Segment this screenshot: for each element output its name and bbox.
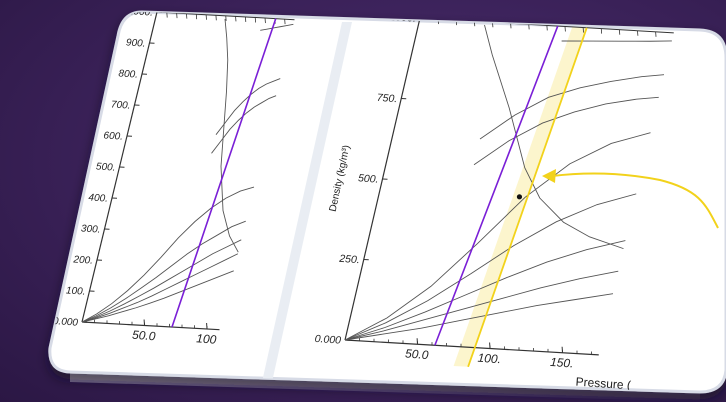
left-y-tick-label: 900. <box>126 37 146 49</box>
right-x-tick-label: 50.0 <box>405 346 430 362</box>
left-y-tick-label: 800. <box>118 68 138 80</box>
left-y-tick-label: 0.000 <box>53 316 79 329</box>
right-y-tick-label: 0.000 <box>314 333 341 347</box>
left-chart-panel: 0.000 100. 200. 300. 400. 500. 600. 700. 800. 900… <box>53 6 295 347</box>
left-isotherm-curve-8 <box>220 18 239 253</box>
right-x-tick-label: 150. <box>550 355 574 371</box>
left-y-tick-label: 100. <box>66 285 86 297</box>
right-x-axis <box>344 339 599 356</box>
left-purple-reference-line <box>171 18 277 328</box>
right-isotherm-curve-6 <box>473 96 659 166</box>
right-x-axis-title: Pressure ( <box>575 375 631 393</box>
left-isotherm-curve-4 <box>81 220 246 323</box>
left-isotherm-curve-2 <box>81 253 239 323</box>
right-isotherm-curve-2 <box>344 270 619 341</box>
left-x-axis <box>81 321 220 331</box>
right-highlight-point <box>516 194 523 200</box>
annotation-arrow-curve <box>551 172 719 229</box>
left-isotherm-curve-3 <box>81 239 242 323</box>
right-isotherm-curve-4 <box>344 193 637 341</box>
left-x-tick-label: 100 <box>196 331 217 346</box>
right-isotherm-curve-7 <box>479 74 665 140</box>
right-y-tick-label: 750. <box>376 92 397 105</box>
left-isotherm-curve-1 <box>81 270 234 323</box>
right-x-tick-label: 100. <box>477 351 501 367</box>
left-y-tick-label: 400. <box>88 192 108 204</box>
left-y-tick-label: 500. <box>96 161 116 173</box>
left-isotherm-curve-9 <box>260 23 294 31</box>
slide-reflection <box>70 372 700 402</box>
right-yellow-reference-line <box>467 27 588 368</box>
left-y-tick-label: 300. <box>81 223 101 235</box>
left-y-tick-label: 700. <box>111 99 131 111</box>
left-x-tick-label: 50.0 <box>132 328 157 344</box>
right-isotherm-curve-1 <box>344 293 614 341</box>
right-isotherm-curve-5 <box>344 132 651 341</box>
annotation-arrow-head <box>542 169 556 183</box>
right-y-tick-label: 500. <box>358 172 379 185</box>
right-purple-reference-line <box>434 25 559 346</box>
left-y-tick-label: 1000. <box>128 6 154 19</box>
annotation-arrow <box>542 169 719 229</box>
right-y-tick-label: 1000. <box>389 11 416 25</box>
panel-divider-strip <box>262 22 352 382</box>
right-isotherm-curve-8 <box>484 24 624 250</box>
left-y-tick-label: 200. <box>72 254 93 266</box>
right-isotherm-curve-3 <box>344 240 626 341</box>
left-isotherm-curve-6 <box>211 95 277 154</box>
right-y-tick-label: 250. <box>338 253 360 266</box>
left-y-tick-label: 600. <box>103 130 123 142</box>
left-isotherm-curve-5 <box>81 186 255 323</box>
